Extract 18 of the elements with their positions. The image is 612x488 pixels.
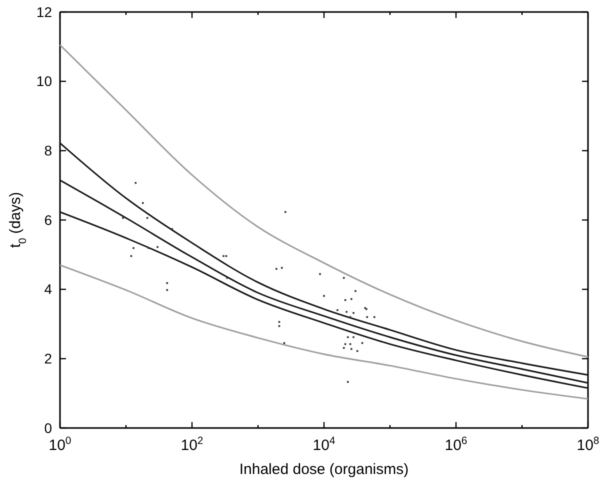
line-series <box>59 179 589 384</box>
x-axis-title: Inhaled dose (organisms) <box>239 461 409 478</box>
y-tick-label: 0 <box>44 420 52 436</box>
line-series <box>59 44 589 358</box>
line-series <box>59 264 589 400</box>
y-tick-label: 8 <box>44 142 52 159</box>
y-tick-label: 4 <box>44 281 52 298</box>
x-tick-label: 10$^{2}$ <box>180 435 204 454</box>
x-tick-label: 10$^{4}$ <box>312 435 336 454</box>
line-series <box>59 211 589 389</box>
y-tick-label: 6 <box>44 212 52 228</box>
x-tick-label: 10$^{6}$ <box>444 435 468 454</box>
line-series <box>59 142 589 376</box>
x-tick-label: 10$^{0}$ <box>48 435 72 454</box>
y-tick-label: 12 <box>36 4 52 20</box>
y-tick-label: 10 <box>36 73 52 90</box>
y-tick-label: 2 <box>44 350 52 367</box>
x-tick-label: 10$^{8}$ <box>576 435 600 454</box>
